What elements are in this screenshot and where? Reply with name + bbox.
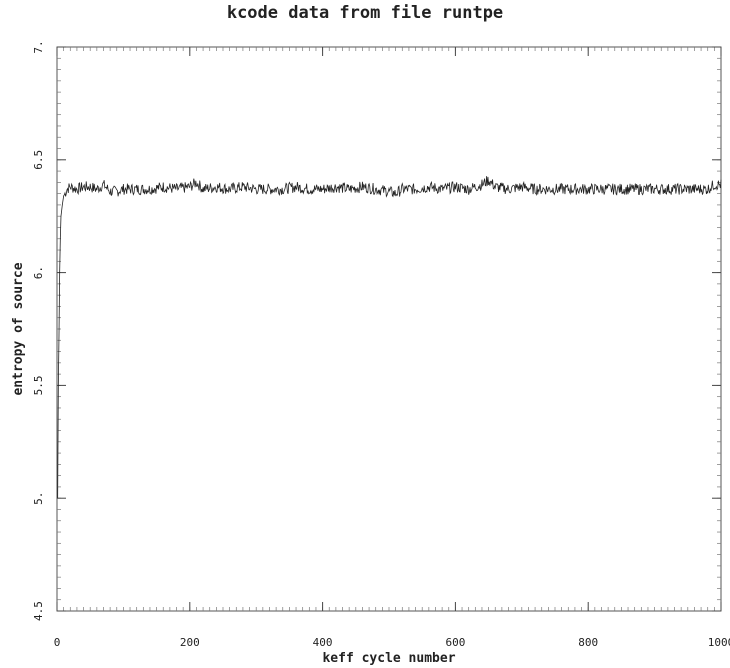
minor-ticks: [57, 47, 721, 611]
y-axis-label: entropy of source: [11, 262, 26, 395]
y-tick-label: 4.5: [32, 601, 45, 621]
x-axis-label: keff cycle number: [322, 651, 455, 666]
x-tick-labels: 0 200 400 600 800 1000: [54, 636, 730, 649]
series-layer: [57, 176, 722, 499]
major-ticks: [56, 46, 722, 612]
x-tick-label: 1000: [708, 636, 730, 649]
x-tick-label: 400: [313, 636, 333, 649]
y-tick-label: 6.: [32, 266, 45, 279]
y-tick-label: 5.: [32, 492, 45, 505]
x-tick-label: 0: [54, 636, 61, 649]
y-tick-label: 5.5: [32, 375, 45, 395]
chart-title: kcode data from file runtpe: [226, 3, 504, 23]
y-tick-label: 7.: [32, 40, 45, 53]
plot-frame: [56, 46, 722, 612]
x-tick-label: 600: [445, 636, 465, 649]
x-tick-label: 200: [180, 636, 200, 649]
y-tick-label: 6.5: [32, 150, 45, 170]
x-tick-label: 800: [578, 636, 598, 649]
series-line: [57, 176, 722, 499]
y-tick-labels: 4.5 5. 5.5 6. 6.5 7.: [32, 40, 45, 621]
